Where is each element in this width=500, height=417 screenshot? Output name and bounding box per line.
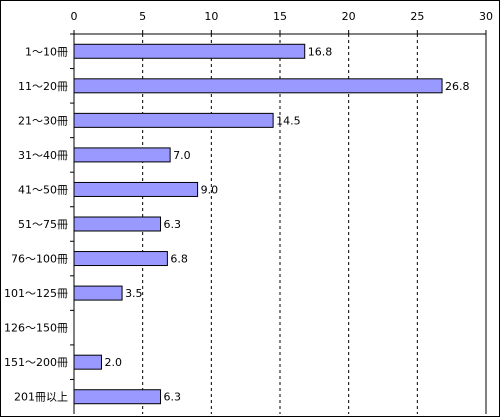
x-tick-label: 0 — [71, 10, 78, 23]
x-tick-label: 30 — [479, 10, 493, 23]
bar — [73, 78, 443, 94]
x-tick-label: 10 — [204, 10, 218, 23]
category-label: 21～30冊 — [18, 114, 68, 127]
category-label: 51～75冊 — [18, 218, 68, 231]
bar — [73, 389, 162, 405]
bar — [73, 181, 199, 197]
category-label: 31～40冊 — [18, 149, 68, 162]
category-label: 1～10冊 — [25, 45, 68, 58]
bar — [73, 147, 171, 163]
category-label: 41～50冊 — [18, 183, 68, 196]
data-label: 2.0 — [104, 356, 122, 369]
data-label: 9.0 — [201, 183, 219, 196]
bar — [73, 251, 168, 267]
category-label: 101～125冊 — [4, 287, 68, 300]
bar — [73, 354, 102, 370]
data-label: 26.8 — [445, 80, 470, 93]
bar — [73, 216, 162, 232]
x-tick-label: 5 — [139, 10, 146, 23]
category-label: 201冊以上 — [14, 391, 68, 404]
x-tick-label: 20 — [342, 10, 356, 23]
data-label: 6.3 — [164, 218, 182, 231]
data-label: 14.5 — [276, 114, 301, 127]
data-label: 6.8 — [170, 253, 188, 266]
x-tick-label: 25 — [410, 10, 424, 23]
category-label: 126～150冊 — [4, 322, 68, 335]
bar — [73, 285, 123, 301]
bar — [73, 43, 306, 59]
category-label: 76～100冊 — [11, 253, 68, 266]
data-label: 6.3 — [164, 391, 182, 404]
data-label: 7.0 — [173, 149, 191, 162]
bar — [73, 112, 274, 128]
category-label: 11～20冊 — [18, 80, 68, 93]
x-tick-label: 15 — [273, 10, 287, 23]
data-label: 3.5 — [125, 287, 143, 300]
data-label: 16.8 — [308, 45, 333, 58]
category-label: 151～200冊 — [4, 356, 68, 369]
